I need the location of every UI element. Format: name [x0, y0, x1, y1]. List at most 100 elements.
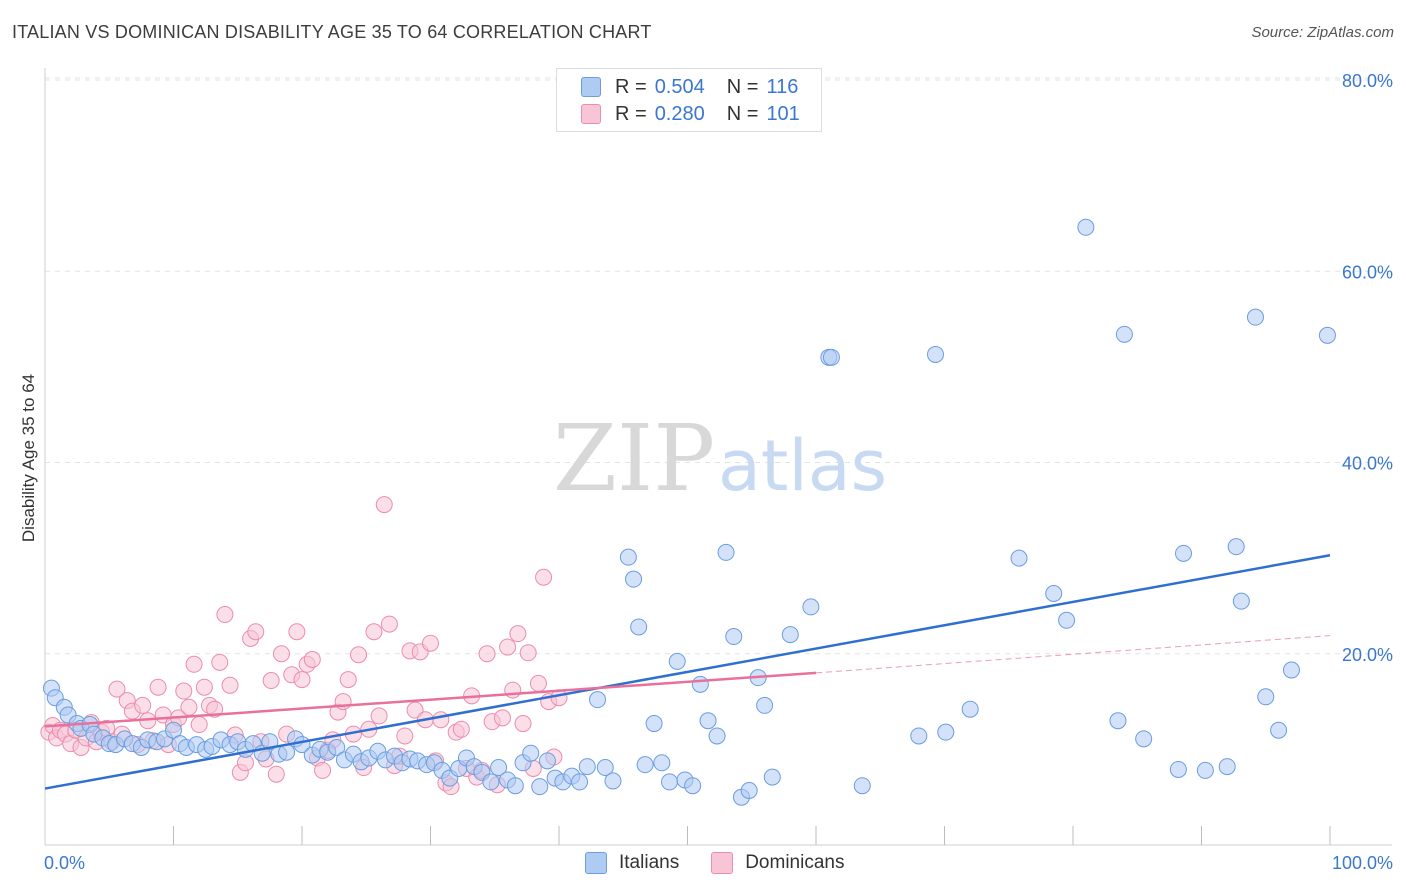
- dominicans-point: [493, 709, 511, 727]
- italians-point: [717, 543, 735, 561]
- dominicans-point: [211, 653, 229, 671]
- dominicans-point: [195, 678, 213, 696]
- italians-point: [261, 733, 279, 751]
- trend-lines: [44, 554, 1331, 790]
- italians-trend-line: [44, 554, 1331, 790]
- dominicans-point: [314, 761, 332, 779]
- italians-swatch: [585, 852, 607, 874]
- italians-point: [1227, 538, 1245, 556]
- legend-row-dominicans: R = 0.280 N = 101: [581, 101, 800, 127]
- r-label: R =: [615, 75, 647, 98]
- italians-point: [1169, 760, 1187, 778]
- dominicans-point: [396, 727, 414, 745]
- dominicans-point: [180, 698, 198, 716]
- dominicans-point: [375, 496, 393, 514]
- italians-point: [490, 759, 508, 777]
- italians-point: [653, 754, 671, 772]
- italians-point: [1058, 611, 1076, 629]
- italians-point: [1196, 761, 1214, 779]
- dominicans-point: [272, 645, 290, 663]
- italians-point: [522, 744, 540, 762]
- italians-point: [1010, 549, 1028, 567]
- italians-point: [482, 773, 500, 791]
- dominicans-point: [350, 646, 368, 664]
- italians-point: [937, 723, 955, 741]
- dominicans-point: [509, 625, 527, 643]
- italians-point: [910, 727, 928, 745]
- italians-point: [596, 759, 614, 777]
- italians-point: [961, 700, 979, 718]
- italians-point: [571, 773, 589, 791]
- italians-point: [756, 696, 774, 714]
- dominicans-point: [499, 638, 517, 656]
- r-value: 0.280: [654, 102, 705, 125]
- y-tick-label: 20.0%: [1342, 645, 1393, 665]
- italians-point: [1077, 218, 1095, 236]
- italians-point: [1135, 730, 1153, 748]
- italians-point: [725, 628, 743, 646]
- italians-point: [1232, 592, 1250, 610]
- italians-point: [927, 345, 945, 363]
- dominicans-point: [529, 674, 547, 692]
- italians-point: [538, 752, 556, 770]
- dominicans-point: [149, 678, 167, 696]
- watermark-atlas: atlas: [718, 425, 887, 507]
- italians-point: [645, 715, 663, 733]
- italians-point: [578, 758, 596, 776]
- dominicans-point: [262, 672, 280, 690]
- italians-point: [506, 777, 524, 795]
- dominicans-point: [478, 645, 496, 663]
- italians-label: Italians: [619, 852, 680, 873]
- dominicans-point: [380, 615, 398, 633]
- legend-item-italians[interactable]: Italians: [585, 852, 679, 874]
- dominicans-point: [108, 680, 126, 698]
- dominicans-point: [365, 623, 383, 641]
- x-tick-label: 0.0%: [44, 853, 85, 873]
- x-tick-label: 100.0%: [1332, 853, 1393, 873]
- dominicans-point: [134, 696, 152, 714]
- y-tick-label: 80.0%: [1342, 71, 1393, 91]
- italians-point: [1282, 661, 1300, 679]
- italians-point: [668, 652, 686, 670]
- italians-point: [1246, 308, 1264, 326]
- dominicans-point: [221, 676, 239, 694]
- dominicans-point: [422, 634, 439, 652]
- legend-item-dominicans[interactable]: Dominicans: [711, 852, 844, 874]
- dominicans-point: [185, 655, 203, 673]
- italians-point: [1218, 758, 1236, 776]
- dominicans-point: [452, 720, 470, 738]
- y-axis-label: Disability Age 35 to 64: [19, 374, 38, 542]
- dominicans-point: [303, 650, 321, 668]
- dominicans-point: [504, 681, 522, 699]
- r-value: 0.504: [654, 75, 705, 98]
- dominicans-point: [288, 623, 306, 641]
- dominicans-swatch: [711, 852, 734, 874]
- r-label: R =: [615, 102, 647, 125]
- grid-lines: [45, 77, 1392, 655]
- dominicans-point: [216, 606, 234, 624]
- n-label: N =: [726, 75, 759, 98]
- watermark-zip: ZIP: [553, 405, 715, 512]
- tick-labels: 20.0% 40.0% 60.0% 80.0% 0.0% 100.0%: [44, 71, 1393, 873]
- dominicans-trend-line: [44, 671, 817, 728]
- italians-point: [1109, 712, 1127, 730]
- italians-point: [625, 570, 643, 588]
- italians-point: [802, 598, 820, 616]
- dominicans-label: Dominicans: [745, 852, 845, 873]
- dominicans-point: [293, 671, 311, 689]
- legend-row-italians: R = 0.504 N = 116: [581, 74, 798, 100]
- dominicans-point: [370, 707, 388, 725]
- italians-point: [1175, 544, 1193, 562]
- italians-point: [822, 348, 840, 366]
- source-credit: Source: ZipAtlas.com: [1251, 24, 1394, 41]
- italians-point: [589, 691, 607, 709]
- italians-point: [328, 738, 346, 756]
- axes: [44, 68, 1392, 846]
- y-tick-label: 60.0%: [1342, 262, 1393, 282]
- italians-point: [661, 773, 679, 791]
- chart-title: ITALIAN VS DOMINICAN DISABILITY AGE 35 T…: [12, 22, 652, 42]
- legend-stats: R = 0.504 N = 116 R = 0.280 N = 101: [556, 68, 822, 132]
- dominicans-trend-extension: [815, 635, 1331, 674]
- y-tick-label: 40.0%: [1342, 454, 1393, 474]
